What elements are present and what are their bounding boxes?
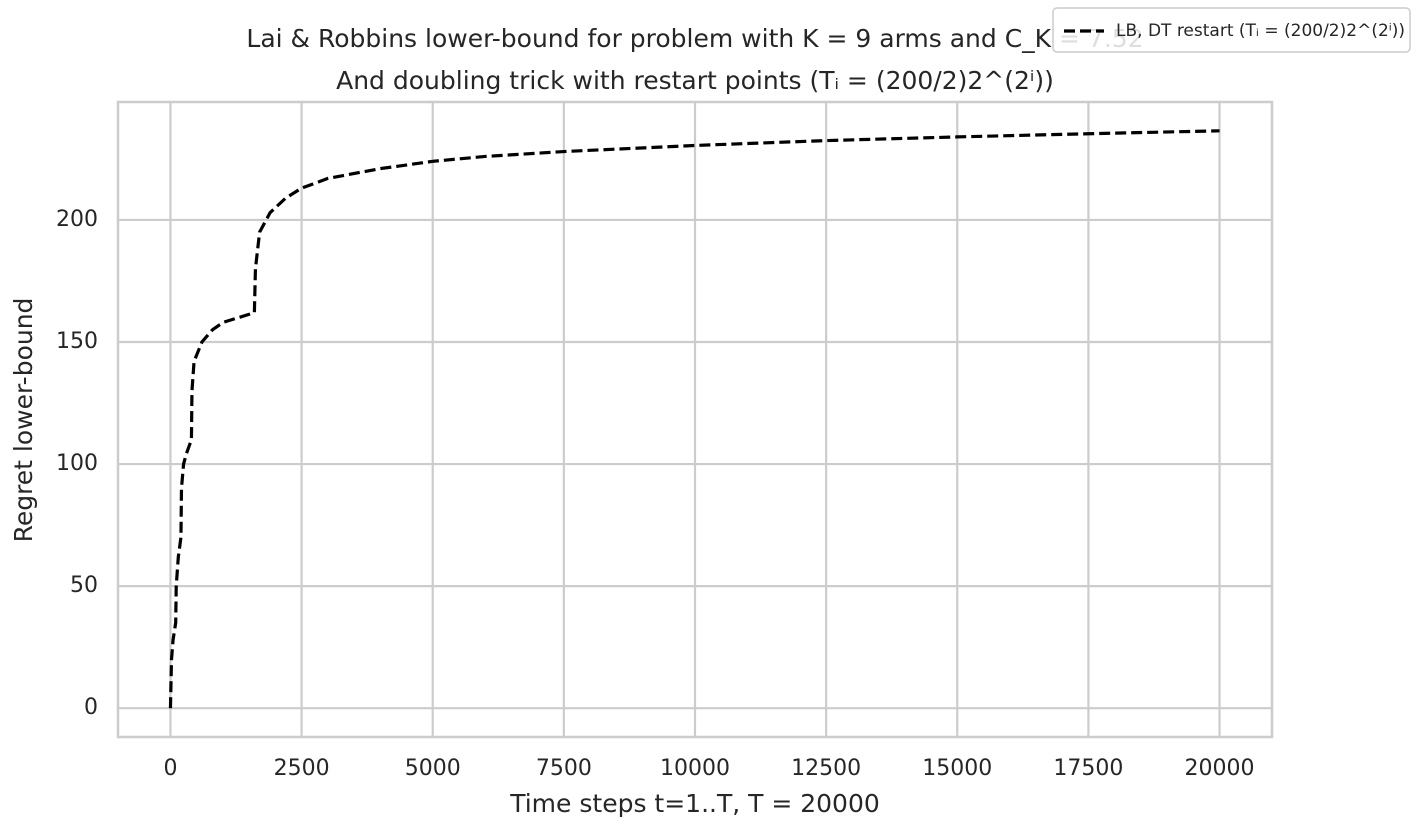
chart-title: Lai & Robbins lower-bound for problem wi… — [246, 24, 1143, 53]
y-tick-label: 100 — [56, 451, 98, 476]
x-tick-label: 5000 — [405, 756, 461, 781]
x-tick-label: 10000 — [660, 756, 730, 781]
x-tick-label: 7500 — [536, 756, 592, 781]
x-tick-label: 0 — [163, 756, 177, 781]
y-tick-label: 0 — [84, 695, 98, 720]
plot-frame — [116, 100, 1274, 739]
chart-subtitle: And doubling trick with restart points (… — [336, 66, 1054, 95]
x-tick-label: 20000 — [1185, 756, 1255, 781]
legend-box — [1052, 7, 1411, 53]
y-axis-label: Regret lower-bound — [9, 298, 38, 543]
y-tick-label: 150 — [56, 329, 98, 354]
x-tick-label: 12500 — [791, 756, 861, 781]
x-axis-label: Time steps t=1..T, T = 20000 — [509, 789, 880, 818]
x-tick-label: 15000 — [922, 756, 992, 781]
legend-label: LB, DT restart (Tᵢ = (200/2)2^(2ⁱ)) — [1116, 21, 1405, 41]
y-tick-label: 200 — [56, 207, 98, 232]
legend: LB, DT restart (Tᵢ = (200/2)2^(2ⁱ)) — [1052, 7, 1411, 53]
grid — [118, 102, 1272, 737]
x-tick-label: 2500 — [274, 756, 330, 781]
x-tick-label: 17500 — [1053, 756, 1123, 781]
y-tick-label: 50 — [70, 573, 98, 598]
